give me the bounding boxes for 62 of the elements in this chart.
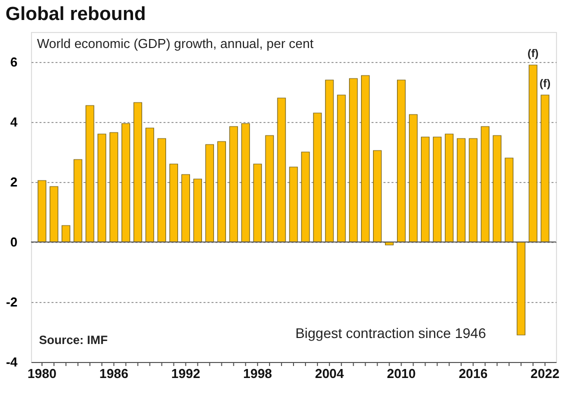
bar [337, 94, 346, 242]
bar [349, 78, 358, 242]
bar [420, 136, 430, 242]
chart-title: Global rebound [5, 4, 146, 25]
annotation: Biggest contraction since 1946 [295, 325, 486, 341]
bar [540, 94, 550, 242]
bar [193, 178, 202, 242]
bar [373, 150, 382, 242]
annotation: (f) [540, 78, 551, 90]
bar [277, 98, 286, 242]
bar [98, 134, 106, 242]
bar [181, 174, 190, 242]
annotation: Source: IMF [39, 333, 108, 347]
bar [157, 138, 166, 242]
y-tick-label: 4 [10, 114, 18, 130]
y-tick-label: 2 [10, 174, 18, 190]
bar [110, 132, 118, 242]
x-tick-label: 1986 [99, 366, 128, 381]
bar [301, 152, 310, 242]
bar [134, 102, 142, 242]
bar [444, 134, 454, 242]
bar [432, 136, 442, 242]
bar [169, 164, 178, 242]
bar [504, 158, 514, 242]
bar [492, 135, 502, 242]
x-tick-label: 1992 [171, 366, 200, 381]
bar [468, 138, 478, 242]
bar [122, 123, 130, 242]
bar [253, 164, 262, 242]
chart-subtitle: World economic (GDP) growth, annual, per cent [37, 36, 314, 51]
bar [265, 135, 274, 242]
x-tick-label: 2004 [314, 366, 345, 381]
bar [408, 114, 418, 242]
bar [86, 105, 94, 242]
y-tick-label: -4 [6, 354, 18, 370]
bar [38, 180, 46, 242]
y-tick-label: 0 [10, 234, 18, 250]
x-tick-label: 2010 [386, 366, 416, 381]
bar [241, 123, 250, 242]
bar [325, 80, 334, 242]
bar [396, 80, 406, 242]
bar [528, 64, 538, 242]
bar [50, 186, 58, 242]
bar [456, 138, 466, 242]
y-tick-label: -2 [6, 294, 18, 310]
bar [74, 159, 82, 242]
bar [480, 126, 490, 242]
x-tick-label: 2022 [530, 366, 560, 381]
bar [62, 225, 70, 242]
annotation: (f) [528, 48, 539, 60]
bar [217, 141, 226, 242]
bar [145, 128, 154, 242]
x-tick-label: 1980 [28, 366, 56, 381]
bar [516, 242, 526, 336]
bar [205, 144, 214, 242]
bar [361, 75, 370, 242]
x-tick-label: 2016 [458, 366, 488, 381]
y-tick-label: 6 [10, 54, 18, 70]
bar [313, 112, 322, 242]
x-tick-label: 1998 [243, 366, 272, 381]
bar [289, 166, 298, 242]
bar [229, 126, 238, 242]
